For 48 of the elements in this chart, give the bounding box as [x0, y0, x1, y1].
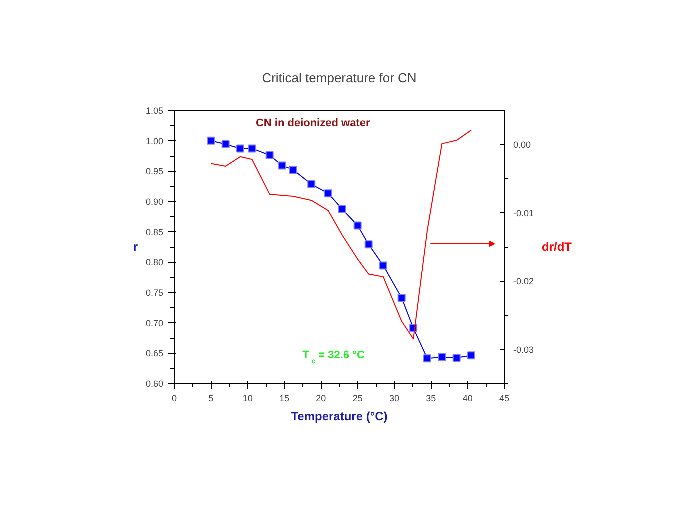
- point: [338, 205, 346, 214]
- x-tick-label: 45: [499, 394, 510, 404]
- point: [468, 352, 476, 360]
- point: [364, 240, 373, 249]
- point: [236, 144, 244, 153]
- point: [324, 190, 332, 198]
- y-tick-label: 0.95: [146, 166, 164, 177]
- x-tick-label: 20: [316, 394, 326, 404]
- point: [424, 354, 432, 363]
- y2-tick-label: 0.00: [514, 140, 532, 150]
- x-tick-label: 30: [389, 394, 400, 404]
- y-tick-label: 1.00: [146, 136, 164, 146]
- line-series: [210, 130, 472, 340]
- x-tick-label: 5: [208, 394, 214, 404]
- point: [207, 136, 216, 145]
- point: [452, 354, 461, 362]
- y-tick-label: 1.05: [146, 106, 164, 116]
- point: [278, 162, 286, 170]
- x-tick-label: 25: [352, 394, 363, 404]
- y-tick-label: 0.75: [146, 288, 164, 298]
- point: [438, 353, 446, 362]
- y2-tick-label: -0.03: [514, 344, 534, 355]
- point: [398, 294, 406, 302]
- point: [266, 151, 274, 160]
- chart-title: Critical temperature for CN: [262, 70, 417, 86]
- y-tick-label: 0.65: [146, 348, 164, 359]
- point: [354, 222, 362, 230]
- x-tick-label: 15: [279, 394, 290, 404]
- x-axis-title: Temperature (°C): [291, 410, 388, 424]
- annotation: CN in deionized water: [256, 118, 371, 130]
- y2-tick-label: -0.01: [514, 208, 534, 218]
- point: [308, 180, 316, 189]
- x-tick-label: 10: [242, 394, 253, 404]
- y-tick-label: 0.80: [146, 258, 164, 268]
- point: [248, 144, 256, 153]
- x-tick-label: 35: [426, 394, 436, 404]
- y-tick-label: 0.60: [146, 379, 164, 389]
- y2-tick-label: -0.02: [514, 276, 534, 287]
- y-tick-label: 0.85: [146, 227, 164, 238]
- point: [289, 166, 298, 174]
- x-tick-label: 40: [462, 394, 473, 404]
- y-tick-label: 0.90: [146, 197, 164, 207]
- x-tick-label: 0: [172, 394, 178, 404]
- point: [222, 140, 230, 148]
- point: [380, 262, 388, 270]
- y2-axis-title: dr/dT: [542, 240, 573, 254]
- y-axis-title: r: [133, 240, 138, 254]
- y-tick-label: 0.70: [146, 318, 164, 328]
